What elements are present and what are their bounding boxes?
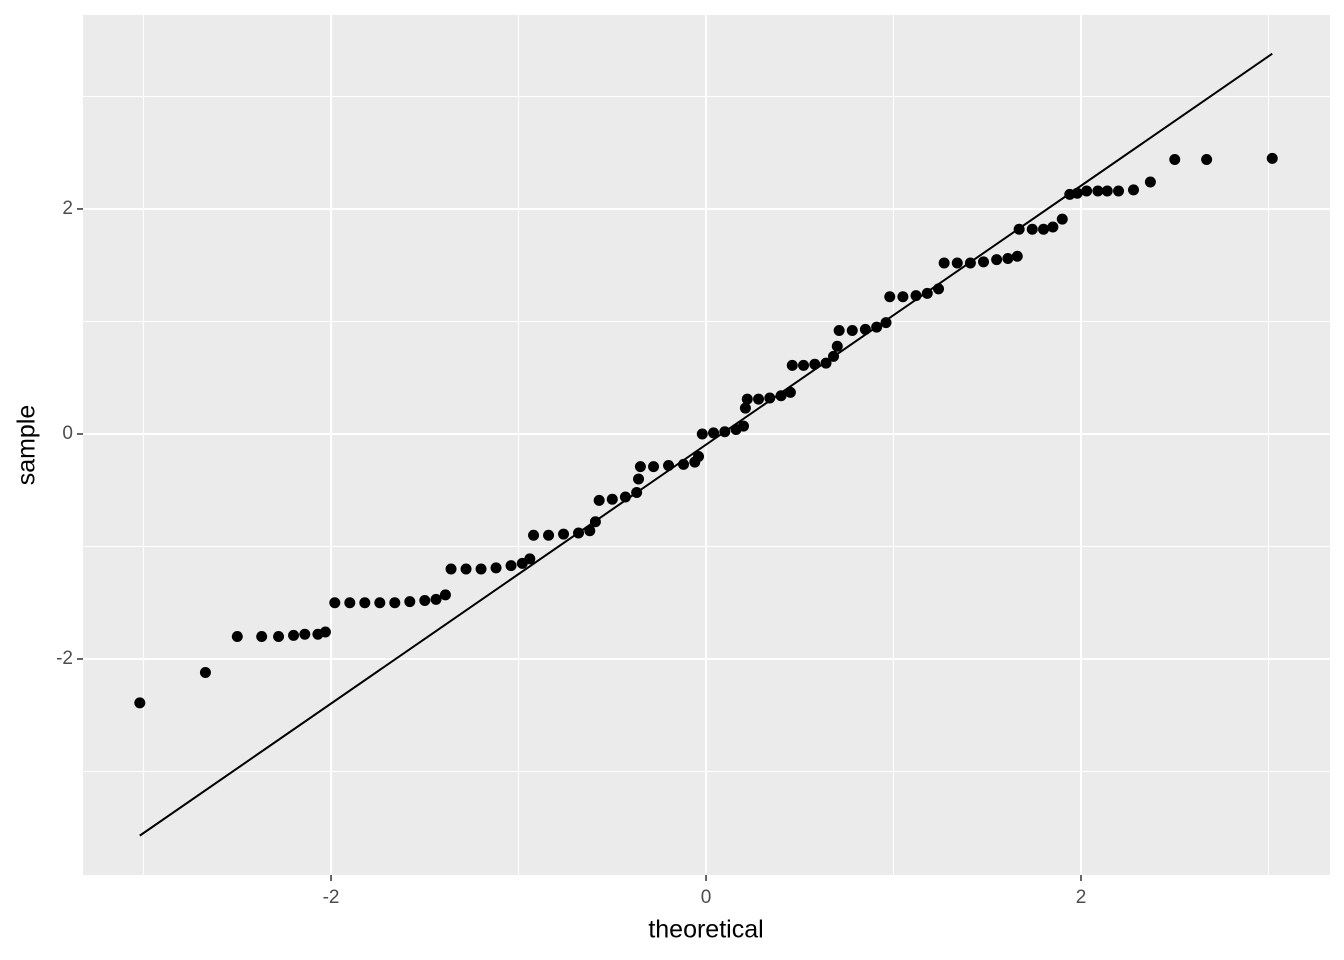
- point: [134, 697, 146, 709]
- point: [880, 317, 892, 329]
- point: [445, 563, 457, 575]
- y-tick-label: 0: [62, 423, 73, 444]
- point: [884, 291, 896, 303]
- point: [329, 597, 341, 609]
- point: [299, 628, 311, 640]
- point: [593, 494, 605, 506]
- x-tick-label: 0: [701, 887, 712, 908]
- point: [786, 359, 798, 371]
- point: [1092, 185, 1104, 197]
- point: [1002, 252, 1014, 264]
- point: [524, 553, 536, 565]
- point: [784, 386, 796, 398]
- point: [739, 402, 751, 414]
- point: [505, 560, 517, 572]
- point: [344, 597, 356, 609]
- point: [833, 324, 845, 336]
- point: [951, 257, 963, 269]
- point: [1144, 176, 1156, 188]
- point: [741, 393, 753, 405]
- point: [389, 597, 401, 609]
- point: [753, 393, 765, 405]
- point: [619, 491, 631, 503]
- point: [1113, 185, 1125, 197]
- point: [460, 563, 472, 575]
- point: [1056, 213, 1068, 225]
- point: [359, 597, 371, 609]
- x-axis-title: theoretical: [648, 916, 763, 944]
- point: [288, 629, 300, 641]
- x-tick-label: -2: [323, 887, 340, 908]
- point: [606, 493, 618, 505]
- point: [1038, 223, 1050, 235]
- point: [256, 630, 268, 642]
- point: [719, 426, 731, 438]
- point: [584, 525, 596, 537]
- point: [991, 254, 1003, 266]
- point: [775, 390, 787, 402]
- point: [528, 529, 540, 541]
- point: [374, 597, 386, 609]
- point: [439, 589, 451, 601]
- point: [678, 458, 690, 470]
- point: [631, 486, 643, 498]
- point: [543, 529, 555, 541]
- y-axis-title: sample: [13, 405, 41, 486]
- point: [696, 428, 708, 440]
- point: [231, 630, 243, 642]
- point: [199, 666, 211, 678]
- point: [1013, 223, 1025, 235]
- point: [828, 350, 840, 362]
- point: [1201, 153, 1213, 165]
- point: [809, 358, 821, 370]
- point: [1128, 184, 1140, 196]
- point: [319, 626, 331, 638]
- point: [693, 450, 705, 462]
- point: [1047, 221, 1059, 233]
- point: [1026, 223, 1038, 235]
- point: [831, 340, 843, 352]
- point: [871, 321, 883, 333]
- point: [1011, 250, 1023, 262]
- point: [798, 359, 810, 371]
- point: [1081, 185, 1093, 197]
- point: [273, 630, 285, 642]
- reference-line: [139, 52, 1273, 837]
- point: [897, 291, 909, 303]
- point: [663, 459, 675, 471]
- point: [964, 257, 976, 269]
- point: [910, 290, 922, 302]
- point: [820, 357, 832, 369]
- y-tick-label: 2: [62, 198, 73, 219]
- point: [634, 461, 646, 473]
- point: [764, 392, 776, 404]
- point: [846, 324, 858, 336]
- point: [558, 528, 570, 540]
- point: [1071, 187, 1083, 199]
- point: [1101, 185, 1113, 197]
- y-tick-label: -2: [56, 648, 73, 669]
- point: [708, 427, 720, 439]
- point: [589, 516, 601, 528]
- point: [859, 323, 871, 335]
- point: [633, 473, 645, 485]
- point: [978, 256, 990, 268]
- point: [430, 593, 442, 605]
- point: [573, 527, 585, 539]
- point: [938, 257, 950, 269]
- point: [921, 287, 933, 299]
- point: [648, 461, 660, 473]
- point: [490, 562, 502, 574]
- x-tick-label: 2: [1076, 887, 1087, 908]
- point: [475, 563, 487, 575]
- point: [419, 594, 431, 606]
- point: [1169, 153, 1181, 165]
- point: [738, 420, 750, 432]
- point: [1266, 152, 1278, 164]
- point: [933, 283, 945, 295]
- point: [404, 596, 416, 608]
